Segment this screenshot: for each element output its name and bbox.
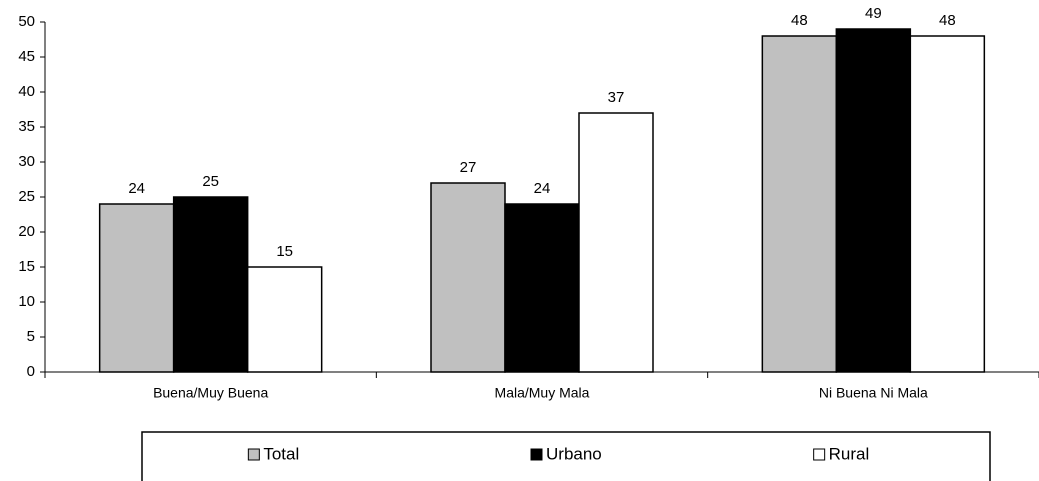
x-tick-label: Buena/Muy Buena xyxy=(153,385,268,401)
legend-label: Rural xyxy=(829,444,870,463)
y-tick-label: 5 xyxy=(27,328,35,345)
bar xyxy=(909,35,986,373)
data-label: 24 xyxy=(534,180,551,197)
bar xyxy=(98,203,175,373)
y-tick-label: 20 xyxy=(18,223,35,240)
legend-swatch xyxy=(530,448,543,461)
legend-swatch xyxy=(247,448,260,461)
y-tick-label: 10 xyxy=(18,293,35,310)
bar xyxy=(246,266,323,373)
legend-label: Urbano xyxy=(546,444,602,463)
data-label: 48 xyxy=(939,12,956,29)
x-tick-label: Ni Buena Ni Mala xyxy=(819,385,928,401)
x-tick-label: Mala/Muy Mala xyxy=(495,385,590,401)
data-label: 25 xyxy=(202,173,219,190)
bar xyxy=(172,196,249,373)
bar xyxy=(761,35,838,373)
bar xyxy=(430,182,506,373)
legend-label: Total xyxy=(263,444,299,463)
legend-swatch xyxy=(813,448,826,461)
y-tick-label: 15 xyxy=(18,258,35,275)
bar xyxy=(578,112,654,373)
y-tick-label: 50 xyxy=(18,13,35,30)
data-label: 24 xyxy=(128,180,145,197)
data-label: 49 xyxy=(865,5,882,22)
y-tick-label: 35 xyxy=(18,118,35,135)
data-label: 37 xyxy=(608,89,625,106)
data-label: 48 xyxy=(791,12,808,29)
bar xyxy=(835,28,912,373)
data-label: 27 xyxy=(460,159,477,176)
data-label: 15 xyxy=(276,243,293,260)
y-tick-label: 45 xyxy=(18,48,35,65)
bar xyxy=(504,203,580,373)
y-tick-label: 30 xyxy=(18,153,35,170)
y-tick-label: 0 xyxy=(27,363,35,380)
legend-box xyxy=(141,431,991,481)
y-tick-label: 25 xyxy=(18,188,35,205)
y-tick-label: 40 xyxy=(18,83,35,100)
